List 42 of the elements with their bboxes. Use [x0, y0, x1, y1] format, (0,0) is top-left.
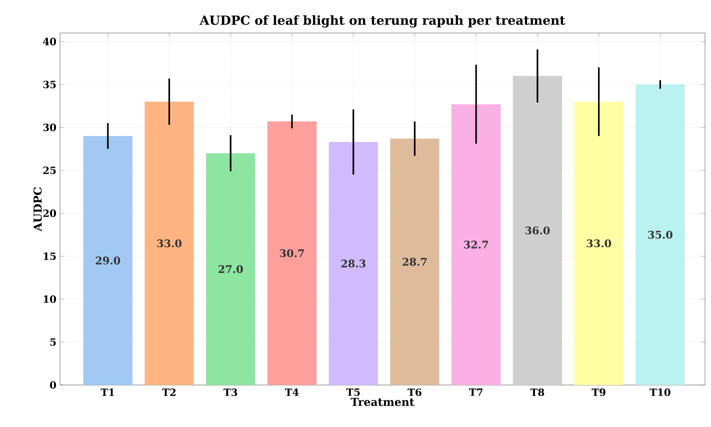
y-tick-label: 25	[43, 166, 56, 174]
x-tick-label: T7	[469, 388, 482, 396]
bar	[267, 121, 317, 385]
data-label: 28.3	[341, 260, 366, 268]
data-label: 33.0	[586, 239, 612, 248]
bar	[328, 142, 378, 385]
y-tick-label: 20	[43, 210, 56, 218]
x-tick-label: T4	[284, 388, 299, 396]
y-tick-label: 35	[43, 80, 56, 88]
data-label: 30.7	[280, 249, 304, 258]
x-axis-title: Treatment	[350, 398, 414, 406]
data-label: 28.7	[402, 258, 427, 266]
y-tick-label: 15	[44, 252, 56, 260]
y-tick-label: 40	[43, 38, 56, 46]
data-label: 27.0	[218, 265, 243, 274]
bar	[83, 136, 132, 385]
x-tick-label: T8	[530, 388, 544, 396]
y-axis-title: AUDPC	[33, 187, 42, 232]
bar	[144, 102, 194, 385]
bar	[390, 138, 440, 385]
x-tick-label: T9	[592, 388, 606, 396]
x-tick-label: T3	[224, 388, 238, 396]
bar	[636, 84, 685, 385]
x-tick-label: T10	[650, 388, 670, 396]
x-tick-label: T2	[162, 388, 176, 396]
data-label: 35.0	[648, 230, 672, 239]
x-tick-label: T5	[346, 388, 360, 396]
data-label: 32.7	[464, 240, 488, 249]
y-tick-label: 10	[44, 295, 56, 303]
data-label: 29.0	[96, 256, 120, 264]
y-tick-label: 30	[43, 124, 56, 132]
chart-title: AUDPC of leaf blight on terung rapuh per treatment	[200, 15, 566, 28]
bar	[512, 76, 562, 385]
data-label: 36.0	[525, 226, 550, 234]
bar	[206, 153, 256, 385]
bar	[452, 104, 501, 385]
x-tick-label: T1	[100, 388, 114, 396]
y-tick-label: 5	[50, 338, 56, 346]
data-label: 33.0	[157, 239, 182, 248]
bar	[574, 102, 624, 385]
x-tick-label: T6	[408, 388, 422, 396]
y-tick-label: 0	[50, 381, 56, 389]
